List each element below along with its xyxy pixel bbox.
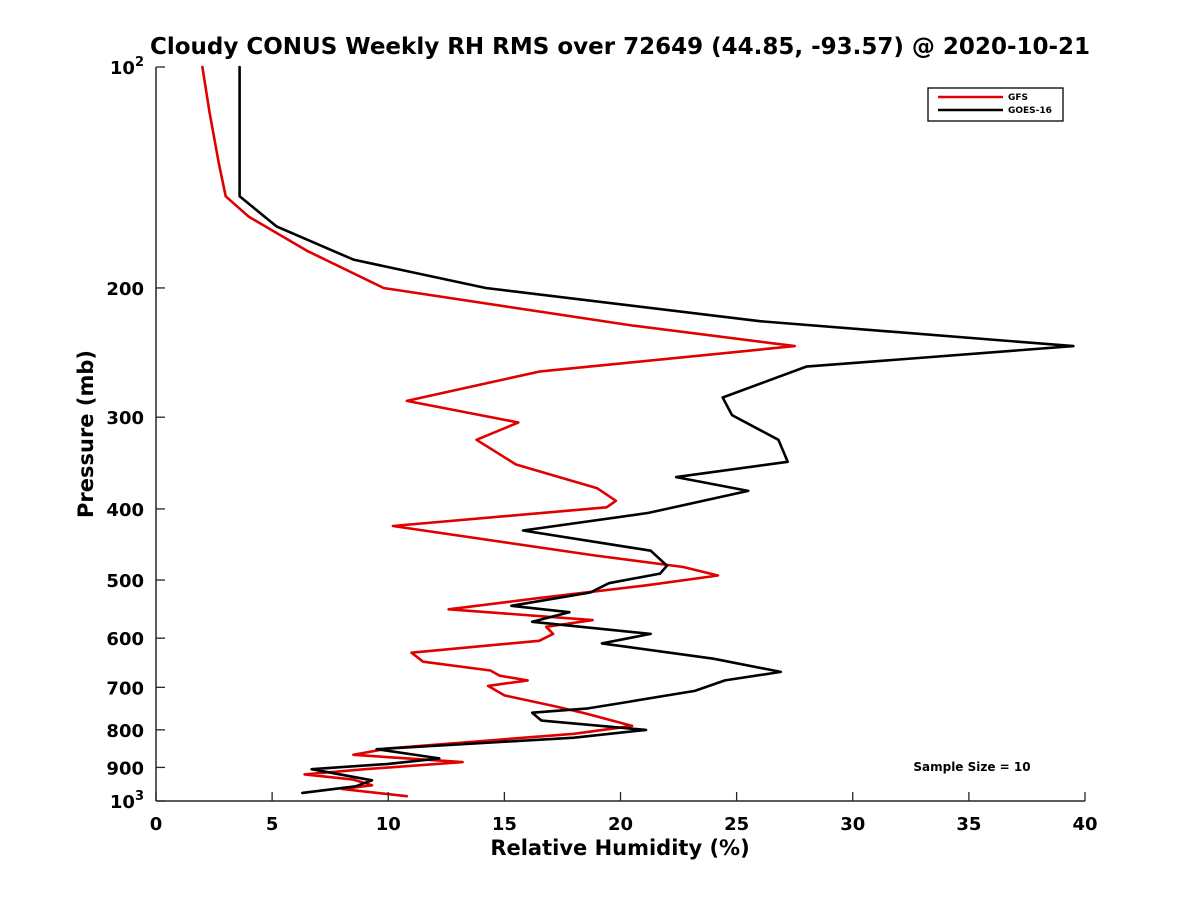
x-tick-label: 10	[376, 814, 401, 835]
x-tick-label: 0	[150, 814, 163, 835]
x-tick-label: 25	[724, 814, 749, 835]
x-tick-label: 35	[956, 814, 981, 835]
y-tick-label: 500	[106, 571, 144, 592]
y-tick-label: 400	[106, 500, 144, 521]
x-tick-label: 15	[492, 814, 517, 835]
series-layer	[201, 65, 1075, 798]
x-axis-label: Relative Humidity (%)	[490, 836, 749, 860]
y-tick-label: 300	[106, 408, 144, 429]
y-tick-label: 200	[106, 279, 144, 300]
y-tick-label: 900	[106, 758, 144, 779]
y-tick-label: 700	[106, 678, 144, 699]
y-axis-label: Pressure (mb)	[74, 350, 98, 518]
x-tick-label: 40	[1072, 814, 1097, 835]
chart-title: Cloudy CONUS Weekly RH RMS over 72649 (4…	[150, 34, 1090, 60]
y-tick-label: 103	[110, 789, 144, 813]
x-tick-label: 5	[266, 814, 279, 835]
legend-box	[927, 87, 1064, 122]
y-tick-label: 600	[106, 629, 144, 650]
x-tick-label: 20	[608, 814, 633, 835]
x-tick-label: 30	[840, 814, 865, 835]
sample-size-annotation: Sample Size = 10	[913, 760, 1030, 774]
x-ticks: 0 5 10 15 20 25 30 35 40	[150, 792, 1098, 835]
legend-label-gfs: GFS	[1008, 93, 1028, 103]
y-tick-label: 102	[110, 55, 144, 79]
y-tick-label: 800	[106, 721, 144, 742]
y-ticks: 102 200 300 400 500 600 700 800 900 103	[106, 55, 165, 813]
legend-label-goes16: GOES-16	[1008, 106, 1052, 116]
series-line-goes16	[238, 65, 1075, 795]
legend: GFS GOES-16	[927, 87, 1064, 122]
